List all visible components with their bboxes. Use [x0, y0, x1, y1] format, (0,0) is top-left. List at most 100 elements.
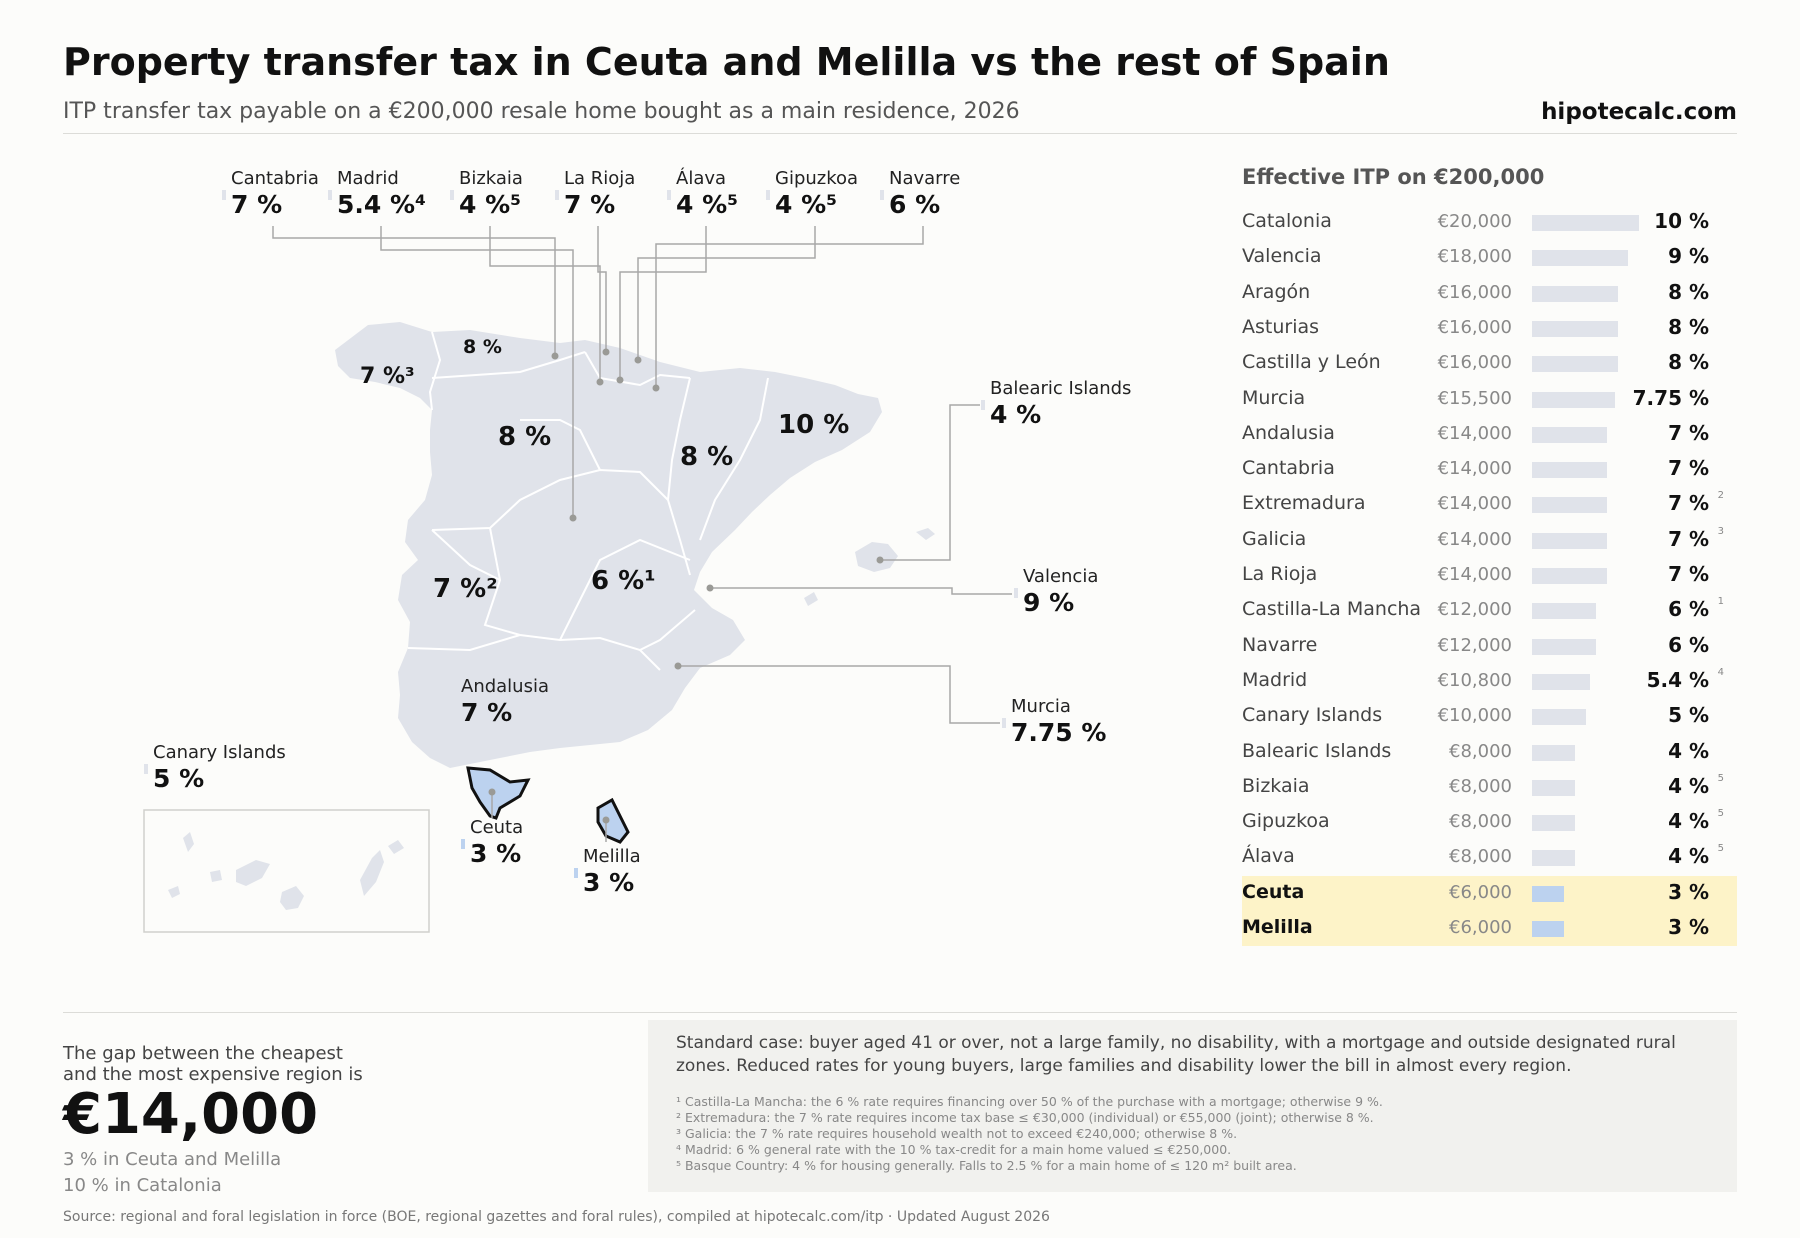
table-row: Álava €8,000 4 % 5: [1242, 840, 1737, 875]
map-label-catalonia: 10 %: [778, 410, 850, 440]
callout-valencia: Valencia 9 %: [1013, 566, 1098, 618]
row-bar: [1532, 603, 1597, 620]
callout-cantabria: Cantabria 7 %: [222, 168, 319, 220]
row-rate: 9 %: [1668, 244, 1709, 269]
notes-panel: Standard case: buyer aged 41 or over, no…: [648, 1020, 1737, 1192]
mallorca-shape: [855, 542, 898, 572]
table-row: Gipuzkoa €8,000 4 % 5: [1242, 805, 1737, 840]
table-row: La Rioja €14,000 7 %: [1242, 558, 1737, 593]
row-amount: €14,000: [1437, 564, 1512, 585]
row-amount: €14,000: [1437, 493, 1512, 515]
row-bar: [1532, 779, 1575, 796]
row-rate: 4 %: [1668, 809, 1709, 834]
standard-case-note: Standard case: buyer aged 41 or over, no…: [676, 1033, 1676, 1076]
row-bar: [1532, 285, 1618, 302]
row-region: Catalonia: [1242, 210, 1332, 232]
row-bar: [1532, 568, 1607, 584]
row-footnote-marker: 5: [1717, 808, 1724, 820]
row-amount: €8,000: [1449, 811, 1512, 833]
row-rate: 3 %: [1668, 915, 1709, 939]
row-bar: [1532, 320, 1618, 337]
row-rate: 8 %: [1668, 350, 1709, 375]
callout-navarre: Navarre 6 %: [879, 168, 960, 220]
source-note: Source: regional and foral legislation i…: [63, 1209, 1050, 1225]
row-bar: [1532, 462, 1607, 479]
table-title: Effective ITP on €200,000: [1242, 165, 1545, 189]
table-row: Madrid €10,800 5.4 % 4: [1242, 664, 1737, 699]
footnote-5: ⁵ Basque Country: 4 % for housing genera…: [676, 1158, 1297, 1173]
callout-name: Ceuta: [470, 817, 524, 838]
row-amount: €12,000: [1437, 634, 1512, 656]
row-footnote-marker: 2: [1717, 490, 1724, 502]
row-rate: 6 %: [1668, 632, 1709, 657]
row-bar: [1532, 391, 1615, 408]
row-rate: 7 %: [1668, 456, 1709, 481]
callout-name: Andalusia: [461, 676, 549, 697]
row-amount: €16,000: [1437, 352, 1512, 374]
map-label-castilla-la-mancha: 6 %¹: [591, 566, 656, 596]
table-row: Ceuta €6,000 3 %: [1242, 875, 1737, 911]
row-rate: 7 %: [1668, 491, 1709, 516]
row-footnote-marker: 3: [1717, 525, 1724, 537]
row-region: Andalusia: [1242, 421, 1335, 444]
row-region: Canary Islands: [1242, 704, 1383, 727]
row-footnote-marker: 4: [1717, 666, 1724, 678]
gap-low-note: 3 % in Ceuta and Melilla: [63, 1149, 282, 1170]
callout-value: 4 %⁵: [775, 190, 838, 219]
spain-map: [143, 226, 1012, 933]
brand-link[interactable]: hipotecalc.com: [1541, 99, 1737, 125]
callout-value: 4 %⁵: [676, 190, 739, 219]
callout-andalusia: Andalusia 7 %: [452, 676, 549, 728]
callout-name: Balearic Islands: [990, 378, 1132, 399]
row-amount: €12,000: [1437, 599, 1512, 621]
row-region: La Rioja: [1242, 563, 1318, 585]
callout-name: Madrid: [337, 168, 399, 189]
row-amount: €6,000: [1449, 917, 1512, 938]
row-rate: 7 %: [1668, 562, 1709, 586]
row-bar: [1532, 850, 1575, 867]
gap-value: €14,000: [63, 1082, 319, 1147]
callout-value: 3 %: [583, 868, 635, 897]
callout-value: 5.4 %⁴: [337, 190, 426, 219]
map-label-asturias: 8 %: [463, 336, 502, 358]
callout-name: Álava: [676, 168, 727, 189]
row-region: Cantabria: [1242, 457, 1335, 480]
table-row: Bizkaia €8,000 4 % 5: [1242, 770, 1737, 805]
callout-name: Murcia: [1011, 696, 1071, 717]
row-rate: 8 %: [1668, 314, 1709, 339]
row-bar: [1532, 744, 1575, 761]
callout-canary: Canary Islands 5 %: [144, 742, 286, 794]
callout-value: 4 %: [990, 400, 1042, 429]
table-row: Catalonia €20,000 10 %: [1242, 205, 1737, 240]
callout-name: Cantabria: [231, 168, 319, 189]
callout-alava: Álava 4 %⁵: [666, 168, 739, 220]
row-region: Castilla y León: [1242, 351, 1381, 374]
row-region: Asturias: [1242, 315, 1320, 338]
callout-gipuzkoa: Gipuzkoa 4 %⁵: [765, 168, 859, 220]
page-title: Property transfer tax in Ceuta and Melil…: [63, 40, 1390, 84]
row-bar: [1532, 356, 1618, 373]
row-amount: €10,000: [1437, 705, 1512, 727]
callout-name: Canary Islands: [153, 742, 286, 763]
gap-description: The gap between the cheapest and the mos…: [63, 1043, 423, 1085]
callout-value: 7 %: [461, 698, 513, 727]
table-row: Asturias €16,000 8 %: [1242, 311, 1737, 346]
row-bar: [1532, 885, 1565, 902]
table-row: Aragón €16,000 8 %: [1242, 276, 1737, 311]
callout-name: Gipuzkoa: [775, 168, 859, 189]
table-row: Extremadura €14,000 7 % 2: [1242, 487, 1737, 522]
callout-murcia: Murcia 7.75 %: [1001, 696, 1106, 748]
callout-balearic: Balearic Islands 4 %: [980, 378, 1132, 430]
menorca-shape: [916, 528, 935, 540]
callout-value: 9 %: [1023, 588, 1075, 617]
row-amount: €14,000: [1437, 528, 1512, 550]
row-bar: [1532, 709, 1586, 726]
table-row: Galicia €14,000 7 % 3: [1242, 523, 1737, 558]
row-rate: 8 %: [1668, 279, 1709, 304]
row-region: Gipuzkoa: [1242, 810, 1330, 833]
row-bar: [1532, 215, 1639, 231]
table-row: Castilla-La Mancha €12,000 6 % 1: [1242, 593, 1737, 628]
row-region: Castilla-La Mancha: [1242, 598, 1422, 621]
table-row: Canary Islands €10,000 5 %: [1242, 699, 1737, 734]
footnote-4: ⁴ Madrid: 6 % general rate with the 10 %…: [676, 1142, 1232, 1157]
